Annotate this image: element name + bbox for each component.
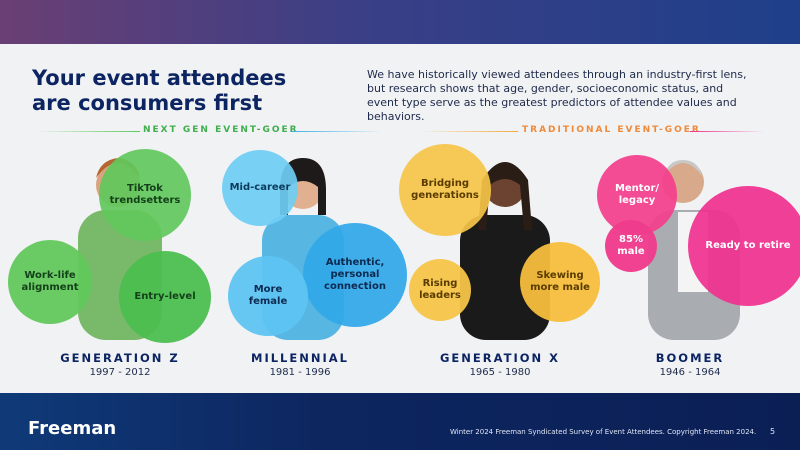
bottom-band (0, 393, 800, 450)
logo: Freeman (28, 418, 117, 439)
top-band (0, 0, 800, 44)
generation-name: GENERATION X (439, 351, 561, 365)
section-label: NEXT GEN EVENT-GOER (143, 125, 299, 135)
trait-bubble: Entry-level (119, 251, 211, 343)
trait-bubble: Ready to retire (688, 186, 800, 306)
trait-bubble: Mid-career (222, 150, 298, 226)
generation-years: 1981 - 1996 (269, 367, 331, 378)
generation-name: MILLENNIAL (251, 351, 349, 365)
trait-bubble: TikTok trendsetters (99, 149, 191, 241)
generation-years: 1965 - 1980 (469, 367, 531, 378)
footer-note: Winter 2024 Freeman Syndicated Survey of… (450, 428, 757, 436)
trait-bubble: 85% male (605, 220, 657, 272)
divider (420, 131, 518, 132)
trait-bubble: Rising leaders (409, 259, 471, 321)
divider (690, 131, 765, 132)
generation-years: 1997 - 2012 (89, 367, 151, 378)
trait-bubble: Skewing more male (520, 242, 600, 322)
trait-bubble: Authentic, personal connection (303, 223, 407, 327)
trait-bubble: Bridging generations (399, 144, 491, 236)
trait-bubble: Work-life alignment (8, 240, 92, 324)
title: Your event attendees are consumers first (32, 66, 287, 115)
trait-bubble: More female (228, 256, 308, 336)
divider (35, 131, 140, 132)
divider (292, 131, 382, 132)
page-number: 5 (770, 427, 776, 436)
generation-name: GENERATION Z (60, 351, 180, 365)
generation-years: 1946 - 1964 (659, 367, 721, 378)
generation-name: BOOMER (655, 351, 725, 365)
person (460, 162, 550, 340)
intro: We have historically viewed attendees th… (367, 68, 747, 123)
section-label: TRADITIONAL EVENT-GOER (522, 125, 701, 135)
